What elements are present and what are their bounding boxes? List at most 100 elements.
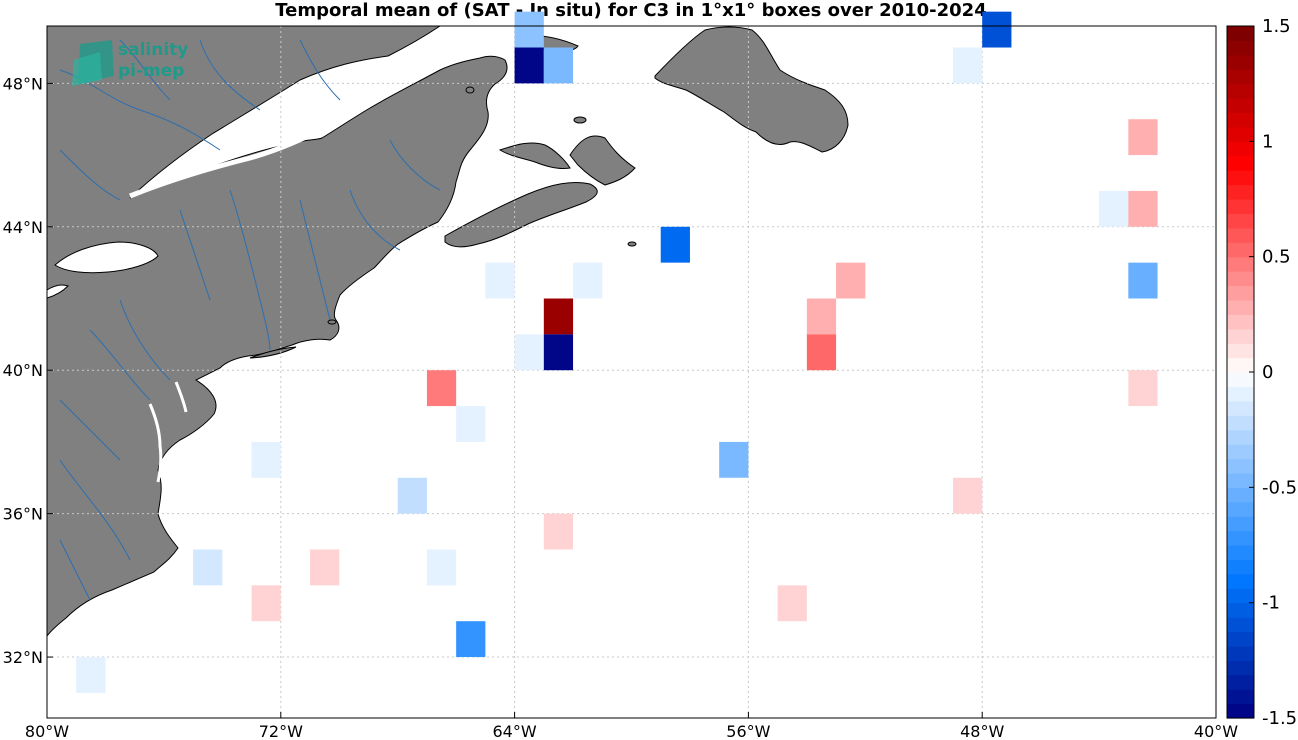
data-cell [514,334,544,371]
colorbar-ticks: 1.5 1 0.5 0 -0.5 -1 -1.5 [1249,16,1297,729]
colorbar-step [1227,343,1254,359]
colorbar-step [1227,386,1254,402]
colorbar-step [1227,472,1254,488]
colorbar-step [1227,645,1254,661]
longitude-tick-label: 40°W [1194,722,1238,740]
colorbar-step [1227,112,1254,128]
data-cell [719,441,749,478]
colorbar-step [1227,631,1254,647]
colorbar-step [1227,285,1254,301]
colorbar-step [1227,689,1254,705]
colorbar-step [1227,314,1254,330]
data-cell [514,47,544,84]
coastal-islands [327,86,637,325]
data-cell [806,298,837,335]
data-cells [76,11,1158,693]
data-cell [543,298,574,335]
colorbar-step [1227,54,1254,70]
logo-text-salinity: salinity [118,40,188,60]
data-cell [310,549,340,586]
colorbar-step [1227,141,1254,157]
data-cell [543,47,574,84]
longitude-axis: 80°W 72°W 64°W 56°W 48°W 40°W [25,712,1238,740]
newfoundland-island [654,26,849,153]
chesapeake-bay [148,403,163,483]
data-cell [660,226,690,263]
data-cell [777,585,807,622]
data-cell [952,47,983,84]
data-cell [193,549,223,586]
colorbar-tick-label: 1.5 [1262,16,1291,37]
data-cell [1099,190,1129,227]
latitude-tick-label: 36°N [3,505,43,524]
data-cell [573,262,603,299]
colorbar-step [1227,458,1254,474]
colorbar-step [1227,501,1254,517]
data-cell [543,334,574,371]
colorbar-step [1227,213,1254,229]
colorbar-step [1227,155,1254,171]
data-cell [426,370,457,407]
latitude-tick-label: 44°N [3,218,43,237]
logo-mark-layer-icon [72,52,102,86]
colorbar-step [1227,69,1254,85]
colorbar-tick-label: -0.5 [1262,477,1297,498]
data-cell [1128,262,1158,299]
data-cell [251,585,281,622]
colorbar-step [1227,256,1254,272]
colorbar-step [1227,26,1254,42]
data-cell [76,657,106,693]
colorbar-step [1227,299,1254,315]
data-cell [1128,119,1158,156]
data-cell [456,621,486,658]
logo-text-pimep: pi-mep [118,61,184,81]
colorbar-step [1227,400,1254,416]
delaware-bay [174,381,188,413]
st-lawrence-river [129,57,442,199]
bay-of-fundy [438,210,485,238]
colorbar-step [1227,487,1254,503]
latitude-axis: 32°N 36°N 40°N 44°N 48°N [3,74,53,667]
colorbar-step [1227,573,1254,589]
river-network [59,39,441,601]
data-cell [806,334,837,371]
colorbar-step [1227,40,1254,56]
data-cell [836,262,866,299]
colorbar-step [1227,126,1254,142]
colorbar-step [1227,703,1254,719]
data-cell [426,549,457,586]
ocean-background [47,26,1216,718]
data-cell [251,441,281,478]
colorbar-step [1227,516,1254,532]
colorbar-step [1227,429,1254,445]
colorbar-step [1227,83,1254,99]
land-layer [47,26,849,637]
data-cell [982,11,1012,48]
colorbar-step [1227,170,1254,186]
data-cell [1128,370,1158,407]
nova-scotia [444,181,598,248]
colorbar-tick-label: -1.5 [1262,708,1297,729]
map-frame [46,25,1217,719]
colorbar-tick-label: -1 [1262,593,1280,614]
latitude-tick-label: 48°N [3,74,43,93]
colorbar-step [1227,357,1254,373]
colorbar-step [1227,444,1254,460]
colorbar-step [1227,660,1254,676]
colorbar-step [1227,199,1254,215]
colorbar-step [1227,530,1254,546]
colorbar-step [1227,372,1254,388]
lake-erie [47,284,69,299]
prince-edward-island [498,142,571,169]
data-cell [1128,190,1158,227]
latitude-tick-label: 40°N [3,361,43,380]
colorbar-tick-label: 1 [1262,131,1273,152]
colorbar-step [1227,545,1254,561]
lake-ontario [54,241,159,274]
colorbar-step [1227,588,1254,604]
colorbar-step [1227,617,1254,633]
data-cell [952,477,983,514]
cape-breton-island [569,135,636,186]
colorbar-step [1227,559,1254,575]
